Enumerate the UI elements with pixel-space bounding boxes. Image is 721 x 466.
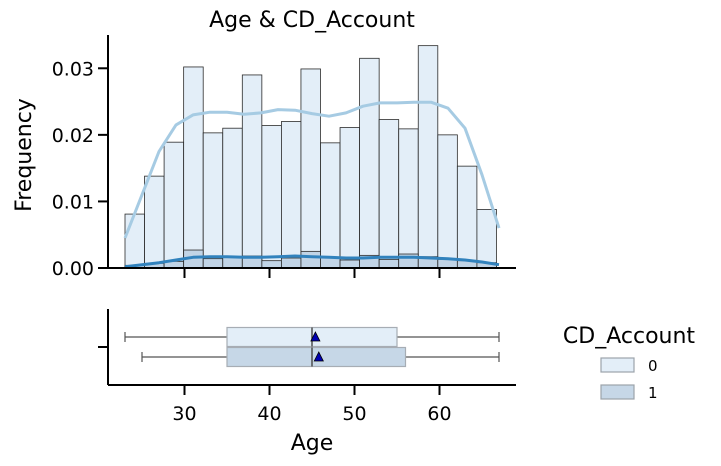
y-axis-label: Frequency bbox=[12, 98, 37, 212]
y-tick-label: 0.03 bbox=[52, 58, 94, 80]
hist-bar-series-0 bbox=[300, 68, 321, 269]
legend-label-1: 1 bbox=[648, 384, 658, 402]
boxplot-panel: 30 40 50 60 Age bbox=[98, 309, 516, 456]
hist-bar-series-0 bbox=[222, 127, 243, 269]
y-tick-label: 0.02 bbox=[52, 125, 94, 147]
hist-bar-series-0 bbox=[183, 66, 204, 269]
legend-label-0: 0 bbox=[648, 357, 658, 375]
x-tick-label: 50 bbox=[342, 403, 366, 425]
kde-line-series-0 bbox=[123, 100, 501, 239]
hist-bar-series-0 bbox=[456, 165, 478, 269]
x-axis-ticks-top bbox=[183, 268, 441, 278]
box-mean-marker bbox=[313, 351, 324, 362]
hist-bar-series-1 bbox=[202, 258, 224, 269]
hist-bar-series-0 bbox=[320, 142, 341, 269]
histogram-panel: 0.00 0.01 0.02 0.03 Frequency bbox=[12, 35, 516, 280]
y-axis-ticks: 0.00 0.01 0.02 0.03 bbox=[52, 58, 108, 280]
hist-bar-series-0 bbox=[378, 119, 400, 269]
hist-bar-series-0 bbox=[241, 74, 263, 269]
hist-bar-series-0 bbox=[144, 175, 165, 269]
x-tick-label: 40 bbox=[257, 403, 281, 425]
legend-swatch-0 bbox=[600, 357, 635, 373]
hist-bar-series-0 bbox=[339, 127, 360, 269]
legend-title: CD_Account bbox=[563, 324, 696, 349]
hist-bar-series-0 bbox=[124, 213, 145, 269]
y-tick-label: 0.01 bbox=[52, 191, 94, 213]
hist-bar-series-0 bbox=[476, 209, 497, 269]
hist-bar-series-0 bbox=[202, 132, 224, 269]
box-mean-marker bbox=[310, 331, 321, 342]
hist-bar-series-0 bbox=[163, 141, 185, 269]
hist-bar-series-0 bbox=[359, 57, 380, 269]
kde-lines bbox=[123, 100, 501, 269]
boxplots bbox=[124, 326, 500, 368]
hist-bar-series-1 bbox=[378, 258, 400, 269]
hist-bar-series-0 bbox=[398, 128, 419, 269]
legend-swatch-1 bbox=[600, 384, 635, 400]
hist-bar-series-0 bbox=[280, 121, 302, 269]
hist-bar-series-1 bbox=[339, 259, 360, 269]
hist-bar-series-1 bbox=[280, 257, 302, 269]
boxplot-series-1 bbox=[141, 346, 500, 368]
hist-bar-series-0 bbox=[261, 125, 282, 269]
x-axis-label: Age bbox=[291, 431, 334, 456]
legend: CD_Account 0 1 bbox=[563, 324, 696, 402]
x-tick-label: 30 bbox=[172, 403, 196, 425]
hist-bar-series-1 bbox=[222, 256, 243, 269]
hist-bar-series-1 bbox=[300, 250, 321, 269]
hist-bar-series-1 bbox=[261, 260, 282, 269]
x-axis-ticks: 30 40 50 60 bbox=[172, 385, 452, 425]
x-tick-label: 60 bbox=[427, 403, 451, 425]
boxplot-series-0 bbox=[124, 326, 500, 348]
hist-bar-series-0 bbox=[437, 134, 458, 269]
hist-bar-series-0 bbox=[417, 45, 439, 269]
kde-line-series-1 bbox=[124, 254, 500, 269]
histogram-bars bbox=[124, 45, 497, 269]
y-tick-label: 0.00 bbox=[52, 258, 94, 280]
chart-title: Age & CD_Account bbox=[209, 8, 415, 33]
